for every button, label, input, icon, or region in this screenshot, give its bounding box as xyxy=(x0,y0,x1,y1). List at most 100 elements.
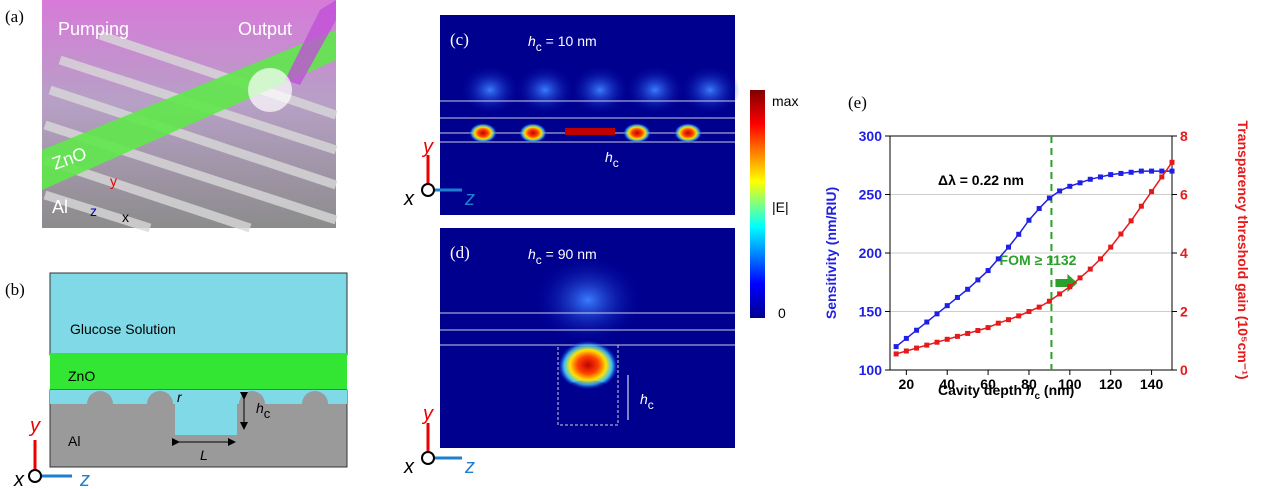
x-tick-label: 140 xyxy=(1140,376,1164,392)
y-tick-label: 200 xyxy=(859,245,883,261)
marker xyxy=(1118,231,1123,236)
marker xyxy=(1057,188,1062,193)
panel-label: (b) xyxy=(5,280,25,299)
marker xyxy=(935,311,940,316)
marker xyxy=(996,256,1001,261)
x-tick-label: 60 xyxy=(980,376,996,392)
axis-label: y xyxy=(28,415,41,437)
marker xyxy=(1108,245,1113,250)
marker xyxy=(945,337,950,342)
colorbar-max: max xyxy=(772,93,798,109)
marker xyxy=(945,303,950,308)
marker xyxy=(1026,309,1031,314)
marker xyxy=(924,343,929,348)
marker xyxy=(1108,172,1113,177)
x-tick-label: 100 xyxy=(1058,376,1082,392)
marker xyxy=(1149,169,1154,174)
x-axis-title: Cavity depth hc (nm) xyxy=(938,382,1074,402)
marker xyxy=(1067,184,1072,189)
marker xyxy=(1026,218,1031,223)
panel-e: (e) Cavity depth hc (nm) Sensitivity (nm… xyxy=(823,93,1251,402)
axis-label: z xyxy=(79,469,90,489)
marker xyxy=(1159,174,1164,179)
axis-label: x xyxy=(403,188,415,210)
y2-axis-title: Transparency threshold gain (10⁵cm⁻¹) xyxy=(1235,120,1251,379)
axis-label: x xyxy=(403,456,415,478)
axis-label: y xyxy=(421,403,434,425)
marker xyxy=(1016,313,1021,318)
marker xyxy=(1129,170,1134,175)
axis-label: x xyxy=(122,209,129,225)
marker xyxy=(996,321,1001,326)
l-label: L xyxy=(200,447,208,463)
marker xyxy=(1149,189,1154,194)
marker xyxy=(1047,196,1052,201)
colorbar-min: 0 xyxy=(778,305,786,321)
marker xyxy=(1098,256,1103,261)
marker xyxy=(975,328,980,333)
y2-tick-label: 6 xyxy=(1180,187,1188,203)
marker xyxy=(1129,218,1134,223)
marker xyxy=(1118,171,1123,176)
panel-label: (a) xyxy=(5,7,24,26)
marker xyxy=(1006,245,1011,250)
pump-label: Pumping xyxy=(58,19,129,39)
colorbar-quantity: |E| xyxy=(772,199,789,215)
hot-spot xyxy=(248,68,292,112)
marker xyxy=(986,268,991,273)
annotation: FOM ≥ 1132 xyxy=(1000,252,1077,268)
y2-tick-label: 4 xyxy=(1180,245,1188,261)
page: (a) Pumping Output ZnO Al y z x (b) Gluc… xyxy=(0,0,1263,489)
marker xyxy=(894,351,899,356)
marker xyxy=(1037,305,1042,310)
y-axis-title: Sensitivity (nm/RIU) xyxy=(823,187,839,319)
marker xyxy=(1139,204,1144,209)
axis-label: z xyxy=(464,188,475,210)
panel-c: (c) hc = 10 nm hc y x z xyxy=(403,15,740,215)
marker xyxy=(1088,177,1093,182)
axis-label: x xyxy=(13,469,25,489)
panel-d: (d) hc = 90 nm hc y x z xyxy=(403,228,735,478)
marker xyxy=(1170,169,1175,174)
marker xyxy=(894,344,899,349)
x-tick-label: 20 xyxy=(899,376,915,392)
panel-label: (e) xyxy=(848,93,867,112)
x-tick-label: 120 xyxy=(1099,376,1123,392)
marker xyxy=(1067,284,1072,289)
marker xyxy=(1047,299,1052,304)
y2-tick-label: 0 xyxy=(1180,362,1188,378)
marker xyxy=(955,334,960,339)
marker xyxy=(1016,232,1021,237)
al-label: Al xyxy=(68,433,80,449)
figure: (a) Pumping Output ZnO Al y z x (b) Gluc… xyxy=(0,0,1263,489)
zno-label: ZnO xyxy=(68,368,95,384)
marker xyxy=(914,346,919,351)
marker xyxy=(955,295,960,300)
panel-a: (a) Pumping Output ZnO Al y z x xyxy=(5,0,336,228)
y-tick-label: 150 xyxy=(859,304,883,320)
marker xyxy=(904,348,909,353)
marker xyxy=(1139,169,1144,174)
marker xyxy=(1088,267,1093,272)
marker xyxy=(1078,180,1083,185)
solution-label: Glucose Solution xyxy=(70,321,176,337)
marker xyxy=(965,331,970,336)
marker xyxy=(1037,206,1042,211)
panel-label: (c) xyxy=(450,30,469,49)
output-label: Output xyxy=(238,19,292,39)
annotation: Δλ = 0.22 nm xyxy=(938,172,1024,188)
marker xyxy=(965,287,970,292)
marker xyxy=(1170,160,1175,165)
axis-label: y xyxy=(110,173,117,189)
y2-tick-label: 2 xyxy=(1180,304,1188,320)
x-tick-label: 80 xyxy=(1021,376,1037,392)
marker xyxy=(935,340,940,345)
axis-label: y xyxy=(421,136,434,158)
marker xyxy=(1098,174,1103,179)
marker xyxy=(1006,317,1011,322)
marker xyxy=(1057,291,1062,296)
marker xyxy=(1078,275,1083,280)
axis-label: z xyxy=(90,203,97,219)
marker xyxy=(975,277,980,282)
x-tick-label: 40 xyxy=(939,376,955,392)
